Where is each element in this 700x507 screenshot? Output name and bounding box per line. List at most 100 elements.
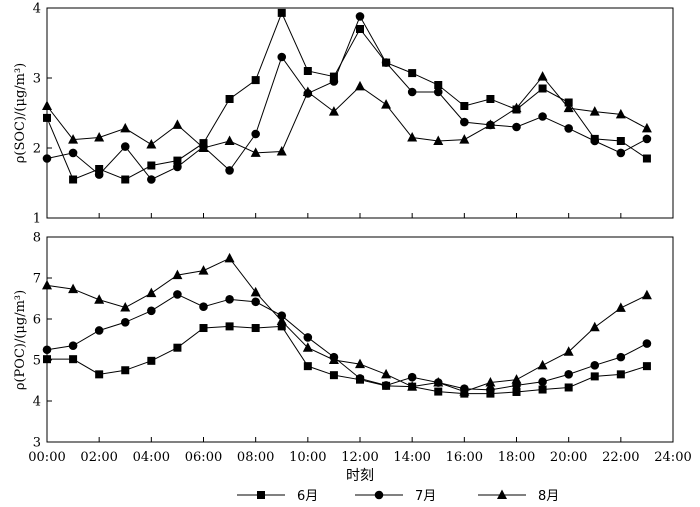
x-tick-label: 10:00: [289, 450, 326, 465]
x-tick-label: 18:00: [498, 450, 535, 465]
data-point-square: [251, 324, 260, 333]
data-point-triangle: [459, 386, 470, 396]
data-point-triangle: [381, 99, 392, 109]
series-line-square: [46, 11, 648, 181]
data-point-circle: [303, 333, 313, 342]
data-point-square: [564, 383, 573, 392]
top-y-ticks: 1 2 3 4: [33, 2, 674, 227]
data-point-triangle: [511, 102, 522, 113]
data-point-circle: [94, 170, 104, 179]
top-plot-frame: [46, 7, 674, 219]
data-point-square: [616, 370, 625, 379]
data-point-triangle: [198, 142, 209, 152]
data-point-square: [434, 387, 443, 396]
data-point-triangle: [485, 377, 496, 387]
data-point-triangle: [146, 287, 157, 298]
data-point-circle: [225, 295, 234, 304]
data-point-triangle: [120, 122, 131, 133]
data-point-circle: [564, 124, 573, 133]
data-point-square: [303, 67, 312, 75]
data-point-circle: [251, 297, 260, 307]
legend-label: 6月: [297, 489, 318, 504]
data-point-triangle: [589, 106, 600, 116]
data-point-triangle: [589, 321, 600, 332]
data-point-triangle: [511, 374, 522, 384]
data-point-square: [303, 362, 312, 371]
data-point-triangle: [250, 286, 261, 297]
data-point-triangle: [407, 381, 418, 391]
top-y-axis-label: ρ(SOC)/(μg/m³): [13, 63, 28, 164]
data-point-square: [538, 84, 547, 93]
y-tick-label: 3: [33, 72, 41, 87]
data-point-triangle: [224, 252, 235, 263]
data-point-triangle: [563, 102, 574, 113]
data-point-square: [225, 95, 234, 103]
data-point-triangle: [302, 86, 313, 96]
x-tick-label: 08:00: [237, 450, 274, 465]
x-tick-label: 06:00: [185, 450, 222, 465]
data-point-circle: [120, 317, 130, 327]
data-point-triangle: [146, 139, 157, 149]
data-point-triangle: [615, 302, 626, 312]
y-tick-label: 7: [33, 272, 41, 287]
y-tick-label: 4: [33, 2, 41, 17]
series-line-square: [47, 325, 648, 395]
data-point-triangle: [198, 265, 209, 275]
data-point-square: [173, 343, 182, 352]
x-tick-label: 04:00: [133, 450, 170, 465]
bottom-y-axis-label: ρ(POC)/(μg/m³): [13, 290, 28, 390]
data-point-square: [199, 324, 208, 333]
data-point-triangle: [355, 358, 365, 369]
data-point-square: [329, 72, 338, 81]
data-point-circle: [173, 290, 182, 299]
data-point-square: [329, 371, 338, 380]
data-point-square: [356, 25, 364, 33]
data-point-square: [147, 356, 156, 365]
legend-marker-triangle: [497, 489, 507, 499]
data-point-circle: [199, 302, 208, 312]
data-point-square: [512, 387, 521, 396]
data-point-triangle: [537, 71, 548, 81]
data-point-square: [486, 95, 495, 103]
data-point-square: [460, 102, 469, 110]
data-point-triangle: [250, 147, 261, 157]
data-point-circle: [538, 377, 547, 387]
legend-label: 8月: [538, 489, 559, 504]
data-point-triangle: [355, 80, 365, 91]
data-point-circle: [407, 372, 417, 382]
data-point-square: [43, 355, 51, 364]
data-point-triangle: [328, 354, 339, 364]
data-point-circle: [147, 175, 156, 184]
data-point-triangle: [485, 119, 496, 129]
x-axis-label: 时刻: [346, 468, 374, 484]
series-line-circle: [46, 15, 648, 181]
series-line-triangle: [46, 75, 648, 154]
x-tick-label: 20:00: [550, 450, 587, 465]
data-point-circle: [173, 162, 182, 172]
data-point-circle: [42, 154, 52, 163]
y-tick-label: 3: [33, 436, 41, 451]
data-point-triangle: [42, 279, 52, 290]
data-point-circle: [381, 58, 391, 67]
data-point-triangle: [172, 269, 183, 280]
legend-label: 7月: [415, 489, 436, 504]
data-point-square: [277, 8, 286, 17]
data-point-square: [642, 154, 651, 163]
data-point-square: [69, 355, 78, 364]
y-tick-label: 4: [33, 395, 41, 410]
data-point-circle: [642, 134, 652, 144]
x-tick-label: 12:00: [341, 450, 378, 465]
data-point-circle: [355, 12, 365, 21]
data-point-square: [616, 137, 625, 145]
data-point-circle: [460, 117, 469, 127]
data-point-circle: [433, 87, 443, 97]
data-point-circle: [42, 345, 52, 355]
x-ticks: 00:00 02:00 04:00 06:00 08:00 10:00 12:00 14:00…: [28, 450, 691, 465]
data-point-square: [408, 69, 417, 78]
data-point-triangle: [94, 132, 105, 142]
data-point-circle: [642, 339, 652, 348]
data-point-triangle: [459, 134, 470, 144]
data-point-square: [538, 385, 547, 394]
data-point-triangle: [68, 134, 79, 144]
data-point-circle: [407, 87, 417, 97]
